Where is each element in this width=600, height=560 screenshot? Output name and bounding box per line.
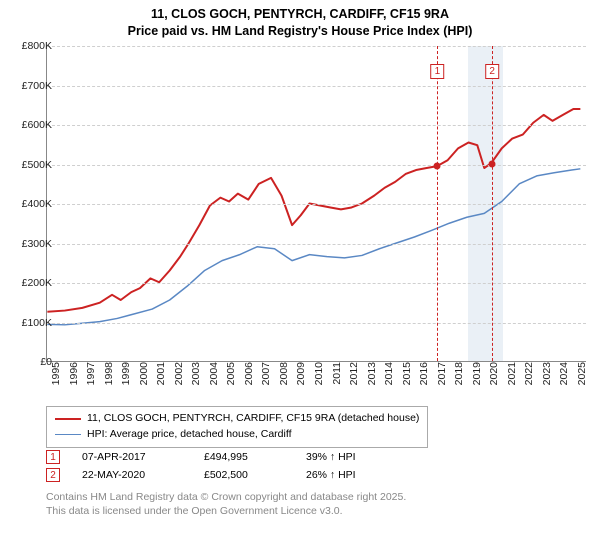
x-axis-label: 2025 — [576, 362, 588, 385]
x-axis-label: 1995 — [50, 362, 62, 385]
x-axis-label: 2008 — [278, 362, 290, 385]
x-axis-label: 2022 — [523, 362, 535, 385]
legend-swatch — [55, 434, 81, 435]
chart-title: 11, CLOS GOCH, PENTYRCH, CARDIFF, CF15 9… — [0, 0, 600, 44]
transaction-flag-plot: 2 — [485, 64, 499, 79]
transaction-guide — [437, 46, 438, 361]
x-axis-label: 2004 — [208, 362, 220, 385]
legend-row-price-paid: 11, CLOS GOCH, PENTYRCH, CARDIFF, CF15 9… — [55, 411, 419, 427]
x-axis-label: 1999 — [120, 362, 132, 385]
transaction-flag: 2 — [46, 468, 60, 482]
x-axis-label: 2002 — [173, 362, 185, 385]
x-axis-label: 2014 — [383, 362, 395, 385]
transaction-table: 1 07-APR-2017 £494,995 39% ↑ HPI 2 22-MA… — [46, 448, 356, 484]
x-axis-label: 2009 — [295, 362, 307, 385]
x-axis-label: 2020 — [488, 362, 500, 385]
transaction-flag: 1 — [46, 450, 60, 464]
x-axis-label: 2003 — [190, 362, 202, 385]
x-axis-label: 2000 — [138, 362, 150, 385]
series-price_paid — [47, 109, 580, 312]
y-axis-label: £200K — [22, 277, 52, 289]
transaction-marker — [489, 160, 496, 167]
x-axis-label: 2006 — [243, 362, 255, 385]
transaction-delta: 26% ↑ HPI — [306, 469, 356, 481]
y-axis-label: £800K — [22, 40, 52, 52]
x-axis-label: 1996 — [68, 362, 80, 385]
y-axis-label: £700K — [22, 80, 52, 92]
x-axis-label: 2024 — [558, 362, 570, 385]
x-axis-label: 2017 — [436, 362, 448, 385]
y-axis-label: £300K — [22, 238, 52, 250]
transaction-date: 22-MAY-2020 — [82, 469, 182, 481]
legend-row-hpi: HPI: Average price, detached house, Card… — [55, 427, 419, 443]
y-axis-label: £100K — [22, 317, 52, 329]
chart-area: 12 £0£100K£200K£300K£400K£500K£600K£700K… — [0, 42, 600, 402]
x-axis-label: 2005 — [225, 362, 237, 385]
x-axis-label: 2019 — [471, 362, 483, 385]
y-axis-label: £500K — [22, 159, 52, 171]
title-line-1: 11, CLOS GOCH, PENTYRCH, CARDIFF, CF15 9… — [10, 6, 590, 23]
title-line-2: Price paid vs. HM Land Registry's House … — [10, 23, 590, 40]
x-axis-label: 1997 — [85, 362, 97, 385]
plot-region: 12 — [46, 46, 586, 362]
attribution-line: Contains HM Land Registry data © Crown c… — [46, 490, 406, 504]
x-axis-label: 2023 — [541, 362, 553, 385]
y-axis-label: £600K — [22, 119, 52, 131]
transaction-guide — [492, 46, 493, 361]
legend-swatch — [55, 418, 81, 420]
transaction-marker — [434, 163, 441, 170]
x-axis-label: 2013 — [366, 362, 378, 385]
legend: 11, CLOS GOCH, PENTYRCH, CARDIFF, CF15 9… — [46, 406, 428, 448]
x-axis-label: 2001 — [155, 362, 167, 385]
y-axis-label: £400K — [22, 198, 52, 210]
x-axis-label: 2018 — [453, 362, 465, 385]
transaction-price: £494,995 — [204, 451, 284, 463]
x-axis-label: 2015 — [401, 362, 413, 385]
x-axis-label: 1998 — [103, 362, 115, 385]
legend-label: 11, CLOS GOCH, PENTYRCH, CARDIFF, CF15 9… — [87, 411, 419, 427]
transaction-row: 2 22-MAY-2020 £502,500 26% ↑ HPI — [46, 466, 356, 484]
x-axis-label: 2007 — [260, 362, 272, 385]
transaction-date: 07-APR-2017 — [82, 451, 182, 463]
x-axis-label: 2021 — [506, 362, 518, 385]
transaction-price: £502,500 — [204, 469, 284, 481]
attribution: Contains HM Land Registry data © Crown c… — [46, 490, 406, 518]
x-axis-label: 2010 — [313, 362, 325, 385]
x-axis-label: 2012 — [348, 362, 360, 385]
series-hpi — [47, 169, 580, 325]
transaction-row: 1 07-APR-2017 £494,995 39% ↑ HPI — [46, 448, 356, 466]
legend-label: HPI: Average price, detached house, Card… — [87, 427, 292, 443]
x-axis-label: 2011 — [331, 362, 343, 385]
transaction-flag-plot: 1 — [431, 64, 445, 79]
attribution-line: This data is licensed under the Open Gov… — [46, 504, 406, 518]
x-axis-label: 2016 — [418, 362, 430, 385]
transaction-delta: 39% ↑ HPI — [306, 451, 356, 463]
